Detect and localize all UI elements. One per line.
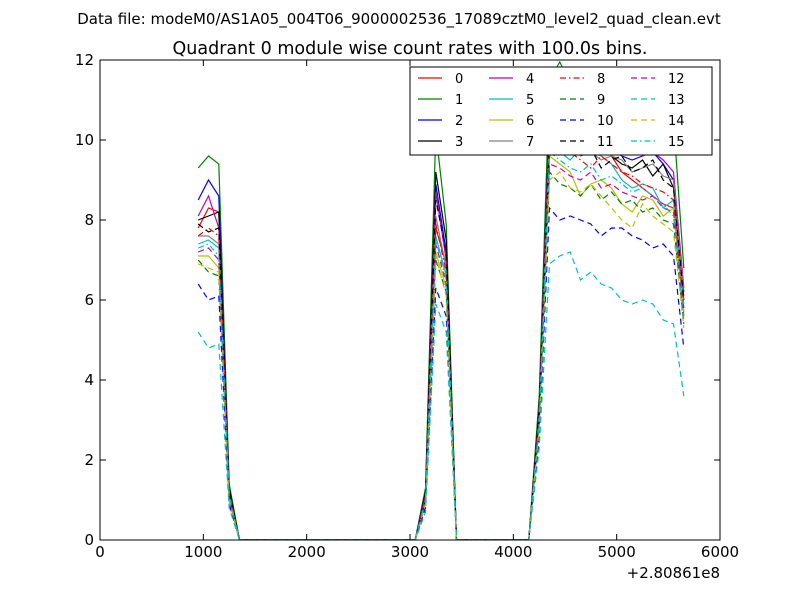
series-line-8 <box>197 143 685 540</box>
legend-label-4: 4 <box>526 72 534 87</box>
legend-label-11: 11 <box>597 135 614 150</box>
legend-label-6: 6 <box>526 114 534 129</box>
series-line-6 <box>198 154 685 540</box>
x-tick-label: 5000 <box>598 543 636 561</box>
y-tick-label: 6 <box>84 291 94 309</box>
y-tick-label: 2 <box>84 451 94 469</box>
y-tick-label: 0 <box>84 531 94 549</box>
legend-label-1: 1 <box>455 93 463 108</box>
series-line-14 <box>197 171 685 540</box>
x-tick-label: 2000 <box>288 543 326 561</box>
legend-label-12: 12 <box>668 72 685 87</box>
y-tick-label: 12 <box>75 51 94 69</box>
x-tick-label: 0 <box>95 543 105 561</box>
series-line-12 <box>197 163 685 540</box>
legend-label-14: 14 <box>668 114 685 129</box>
series-line-10 <box>197 206 685 540</box>
legend-label-5: 5 <box>526 93 534 108</box>
legend-label-7: 7 <box>526 135 534 150</box>
legend-label-3: 3 <box>455 135 463 150</box>
x-tick-label: 6000 <box>701 543 739 561</box>
legend-label-9: 9 <box>597 93 605 108</box>
legend-label-15: 15 <box>668 135 685 150</box>
x-tick-label: 3000 <box>391 543 429 561</box>
legend-label-13: 13 <box>668 93 685 108</box>
series-line-11 <box>197 127 685 540</box>
legend-label-2: 2 <box>455 114 463 129</box>
x-tick-label: 1000 <box>184 543 222 561</box>
legend-label-8: 8 <box>597 72 605 87</box>
y-tick-label: 4 <box>84 371 94 389</box>
plot-frame <box>99 59 721 541</box>
series-line-15 <box>197 150 685 540</box>
legend-label-0: 0 <box>455 72 463 87</box>
x-offset-text: +2.80861e8 <box>627 564 720 582</box>
legend-label-10: 10 <box>597 114 614 129</box>
chart-title: Quadrant 0 module wise count rates with … <box>173 39 648 59</box>
series-line-7 <box>198 131 685 540</box>
x-tick-label: 4000 <box>494 543 532 561</box>
y-tick-label: 10 <box>75 131 94 149</box>
legend-frame <box>409 66 713 156</box>
figure-suptitle: Data file: modeM0/AS1A05_004T06_90000025… <box>77 10 721 29</box>
y-tick-label: 8 <box>84 211 94 229</box>
series-line-13 <box>197 251 685 540</box>
